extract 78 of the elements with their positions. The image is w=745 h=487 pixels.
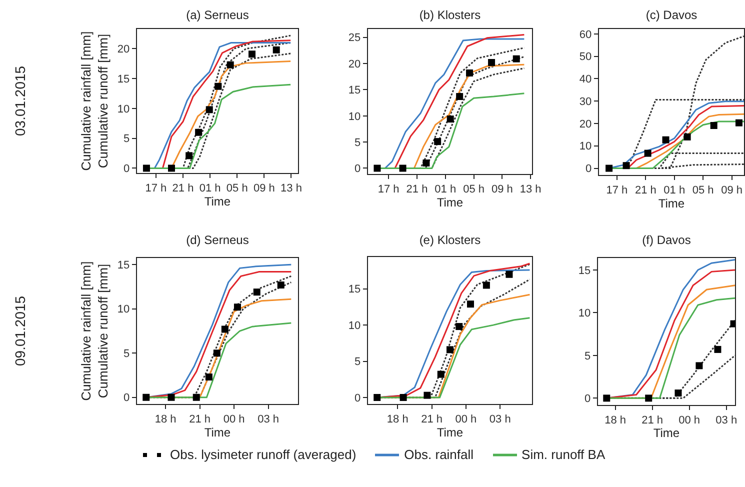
y-tick-label: 20 bbox=[579, 118, 592, 130]
x-tick-label: 13 h bbox=[520, 183, 542, 196]
y-tick-label: 5 bbox=[584, 350, 591, 362]
chart-title: (b) Klosters bbox=[419, 8, 481, 22]
text: 03.01.2015 bbox=[12, 66, 28, 136]
y-tick-label: 10 bbox=[578, 308, 591, 320]
x-tick-label: 09 h bbox=[253, 182, 275, 194]
x-tick-label: 21 h bbox=[634, 184, 656, 196]
x-tick-label: 17 h bbox=[378, 183, 400, 196]
y-tick-label: 25 bbox=[348, 32, 361, 44]
y-tick-label: 15 bbox=[578, 264, 591, 277]
x-tick-label: 05 h bbox=[226, 182, 248, 194]
x-tick-label: 17 h bbox=[145, 182, 167, 194]
x-tick-label: 21 h bbox=[421, 413, 442, 426]
x-axis-title: Time bbox=[653, 426, 680, 440]
x-tick-label: 21 h bbox=[172, 182, 194, 194]
x-tick-label: 03 h bbox=[258, 413, 280, 426]
x-tick-label: 21 h bbox=[642, 414, 664, 426]
y-axis-title: Cumulative rainfall [mm] Cumulative runoff [mm] bbox=[78, 261, 110, 401]
y-tick-label: 0 bbox=[354, 163, 361, 176]
x-axis-title: Time bbox=[658, 196, 685, 210]
x-tick-label: 21 h bbox=[189, 413, 211, 426]
y-tick-label: 5 bbox=[123, 348, 130, 360]
chart-title: (c) Davos bbox=[646, 8, 698, 22]
chart-title: (d) Serneus bbox=[186, 233, 249, 248]
y-tick-label: 20 bbox=[348, 58, 361, 70]
x-tick-label: 05 h bbox=[463, 183, 484, 196]
x-tick-label: 01 h bbox=[434, 183, 456, 196]
x-tick-label: 18 h bbox=[386, 413, 408, 426]
y-tick-label: 5 bbox=[354, 356, 361, 368]
y-tick-label: 0 bbox=[584, 393, 591, 406]
x-tick-label: 18 h bbox=[604, 414, 626, 426]
text: 09.01.2015 bbox=[12, 296, 28, 366]
y-tick-label: 0 bbox=[123, 392, 130, 404]
x-tick-label: 09 h bbox=[721, 184, 743, 196]
x-tick-label: 21 h bbox=[406, 183, 428, 196]
x-tick-label: 00 h bbox=[455, 413, 477, 426]
x-tick-label: 13 h bbox=[280, 182, 302, 194]
x-tick-label: 00 h bbox=[223, 413, 245, 426]
y-tick-label: 0 bbox=[123, 163, 130, 176]
y-tick-label: 15 bbox=[348, 84, 361, 97]
x-tick-label: 03 h bbox=[716, 414, 738, 426]
y-tick-label: 10 bbox=[117, 103, 130, 116]
x-tick-label: 03 h bbox=[489, 413, 511, 426]
x-axis-title: Time bbox=[436, 195, 464, 210]
y-tick-label: 40 bbox=[579, 74, 592, 86]
y-tick-label: 0 bbox=[354, 392, 361, 404]
legend-label: Sim. runoff BA bbox=[522, 447, 606, 462]
y-tick-label: 10 bbox=[117, 304, 130, 316]
legend-label: Obs. lysimeter runoff (averaged) bbox=[170, 447, 356, 462]
x-axis-title: Time bbox=[204, 194, 231, 208]
x-axis-title: Time bbox=[436, 425, 464, 440]
y-tick-label: 5 bbox=[123, 133, 130, 146]
y-tick-label: 10 bbox=[348, 110, 361, 123]
y-tick-label: 20 bbox=[117, 44, 130, 56]
y-tick-label: 5 bbox=[354, 136, 361, 149]
x-axis-title: Time bbox=[204, 425, 231, 440]
x-tick-label: 17 h bbox=[606, 184, 628, 196]
y-tick-label: 15 bbox=[117, 259, 130, 272]
y-tick-label: 15 bbox=[348, 284, 361, 296]
y-tick-label: 15 bbox=[117, 73, 130, 86]
y-tick-label: 10 bbox=[348, 320, 361, 332]
x-tick-label: 18 h bbox=[154, 413, 176, 426]
y-tick-label: 60 bbox=[579, 28, 592, 41]
y-axis-title: Cumulative rainfall [mm] Cumulative runoff [mm] bbox=[78, 31, 110, 171]
y-tick-label: 50 bbox=[579, 51, 592, 64]
y-tick-label: 0 bbox=[585, 163, 592, 176]
legend-label: Obs. rainfall bbox=[404, 447, 474, 462]
y-tick-label: 30 bbox=[579, 96, 592, 108]
x-tick-label: 09 h bbox=[491, 183, 513, 196]
chart-title: (f) Davos bbox=[642, 233, 691, 248]
x-tick-label: 05 h bbox=[692, 184, 714, 196]
x-tick-label: 00 h bbox=[678, 414, 700, 426]
y-tick-label: 10 bbox=[579, 140, 592, 153]
chart-title: (a) Serneus bbox=[186, 8, 249, 22]
chart-title: (e) Klosters bbox=[419, 233, 481, 248]
x-tick-label: 01 h bbox=[199, 182, 221, 194]
x-tick-label: 01 h bbox=[664, 184, 686, 196]
